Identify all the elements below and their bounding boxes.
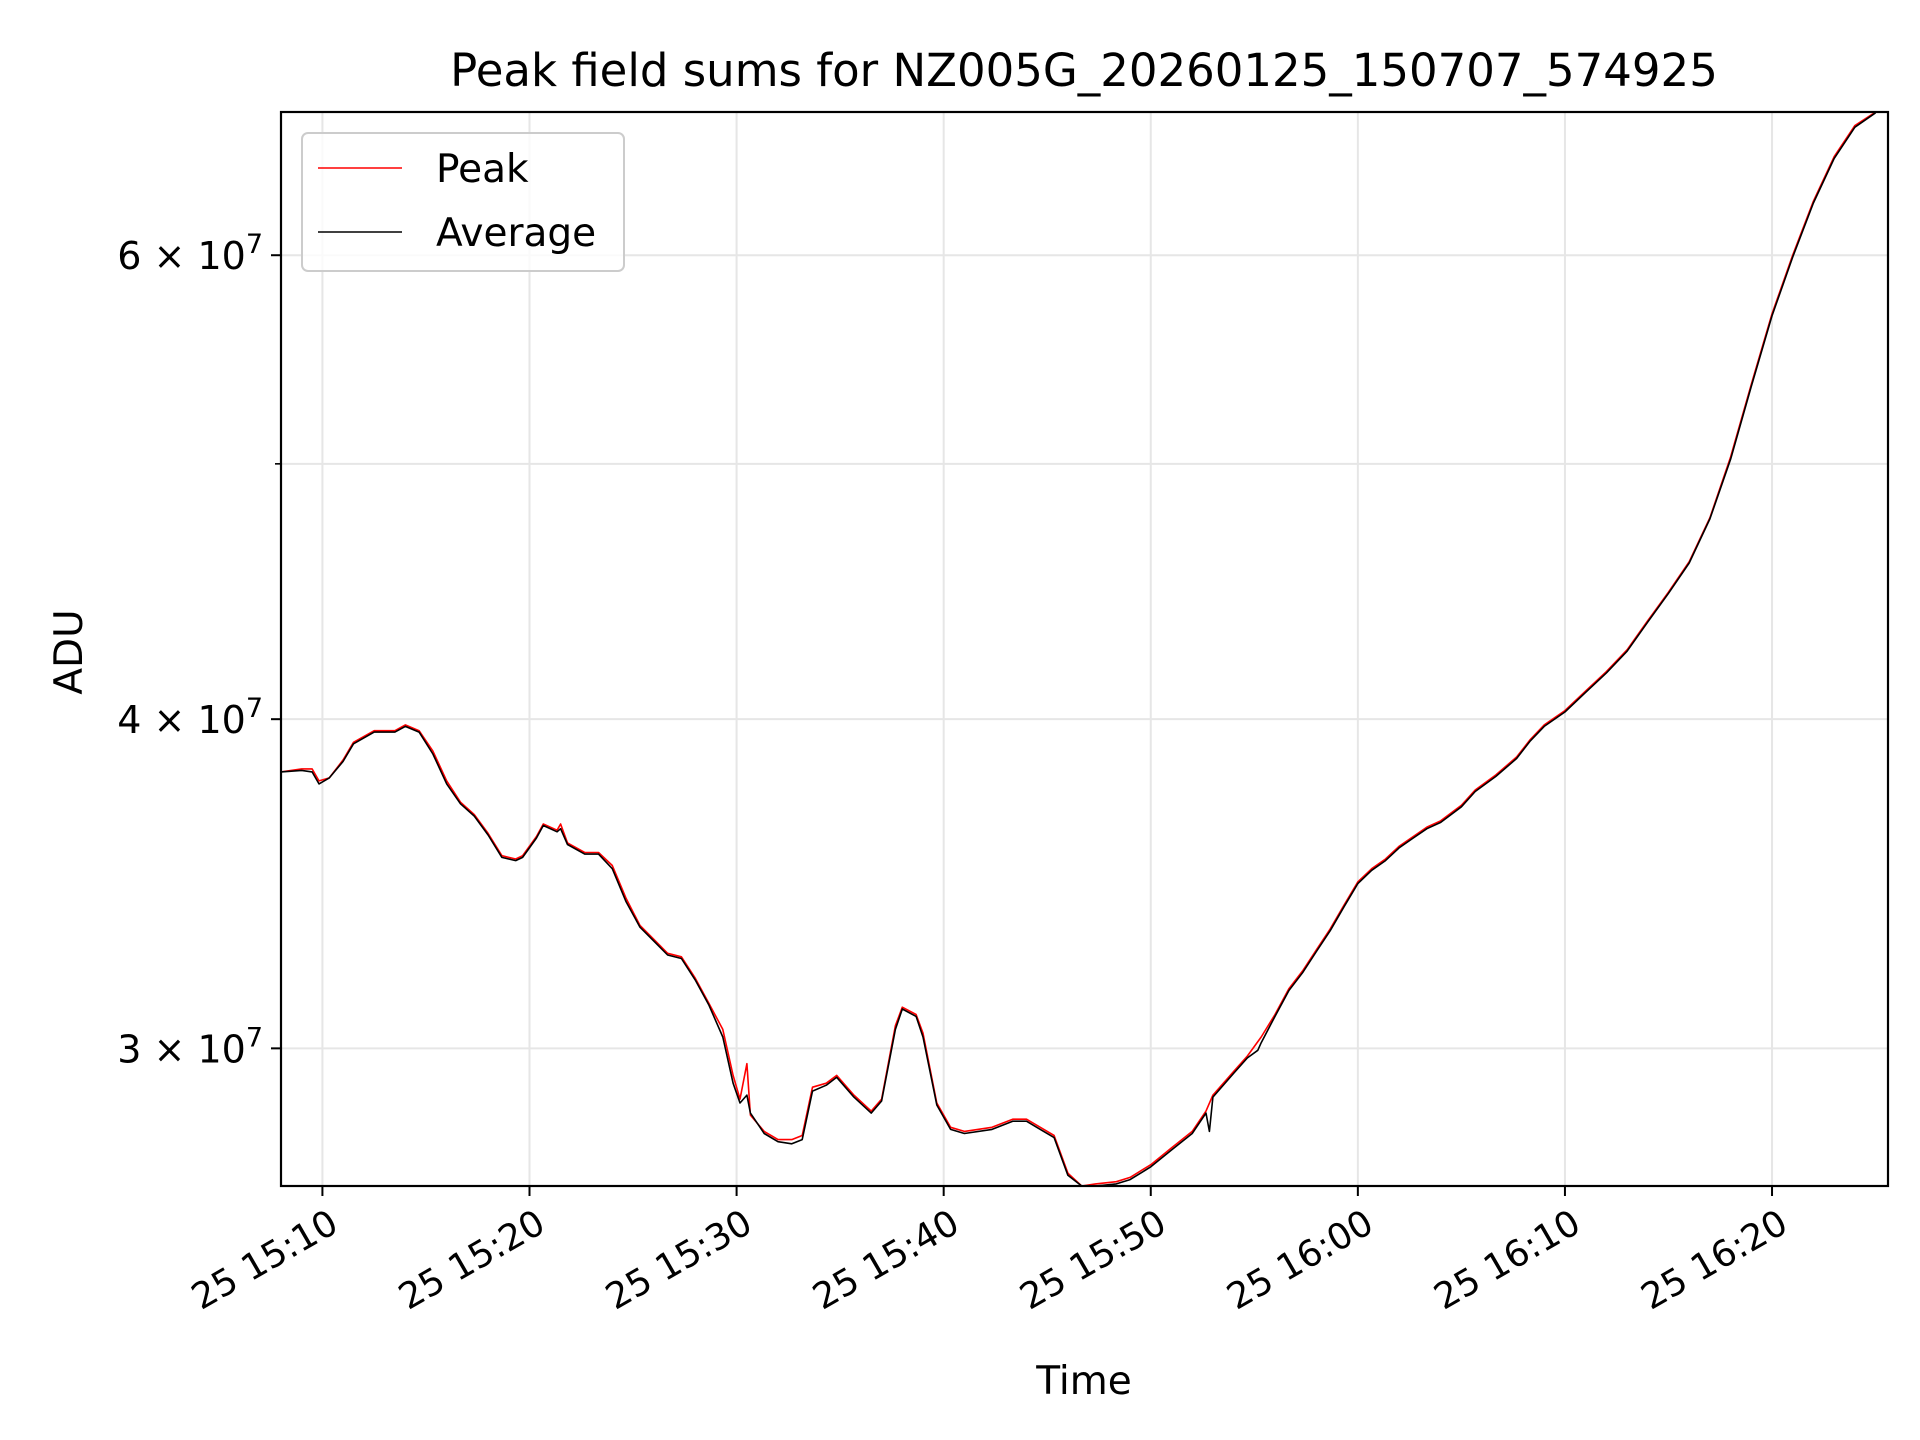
x-tick-label: 25 15:30 <box>599 1202 759 1318</box>
y-tick-label: 4 × 107 <box>117 693 263 742</box>
y-tick-label-exponent: 7 <box>246 229 263 260</box>
y-tick-label-mantissa: 6 × 10 <box>117 234 246 278</box>
y-tick-label-mantissa: 4 × 10 <box>117 698 246 742</box>
x-axis-label: Time <box>1035 1359 1131 1404</box>
x-tick-label: 25 16:10 <box>1428 1202 1588 1318</box>
y-tick-label-mantissa: 3 × 10 <box>117 1027 246 1071</box>
y-tick-label-exponent: 7 <box>246 1022 263 1053</box>
legend: Peak Average <box>301 132 625 272</box>
x-tick-label: 25 15:50 <box>1013 1202 1173 1318</box>
x-tick-label: 25 15:20 <box>392 1202 552 1318</box>
legend-label-average: Average <box>436 211 596 256</box>
x-tick-label: 25 16:00 <box>1220 1202 1380 1318</box>
chart-title: Peak field sums for NZ005G_20260125_1507… <box>450 44 1718 97</box>
series-line-peak <box>280 111 1877 1187</box>
series-layer <box>280 111 1877 1187</box>
series-line-average <box>280 112 1877 1187</box>
legend-label-peak: Peak <box>436 147 529 192</box>
x-axis: 25 15:10 25 15:20 25 15:30 25 15:40 25 15:50… <box>185 1186 1795 1318</box>
grid <box>281 112 1888 1186</box>
y-tick-label-exponent: 7 <box>246 693 263 724</box>
x-tick-label: 25 16:20 <box>1635 1202 1795 1318</box>
plot-area-frame <box>279 110 1890 1188</box>
y-axis-label: ADU <box>47 609 92 694</box>
y-tick-label: 6 × 107 <box>117 229 263 278</box>
y-tick-label: 3 × 107 <box>117 1022 263 1071</box>
x-tick-label: 25 15:40 <box>806 1202 966 1318</box>
x-tick-label: 25 15:10 <box>185 1202 345 1318</box>
